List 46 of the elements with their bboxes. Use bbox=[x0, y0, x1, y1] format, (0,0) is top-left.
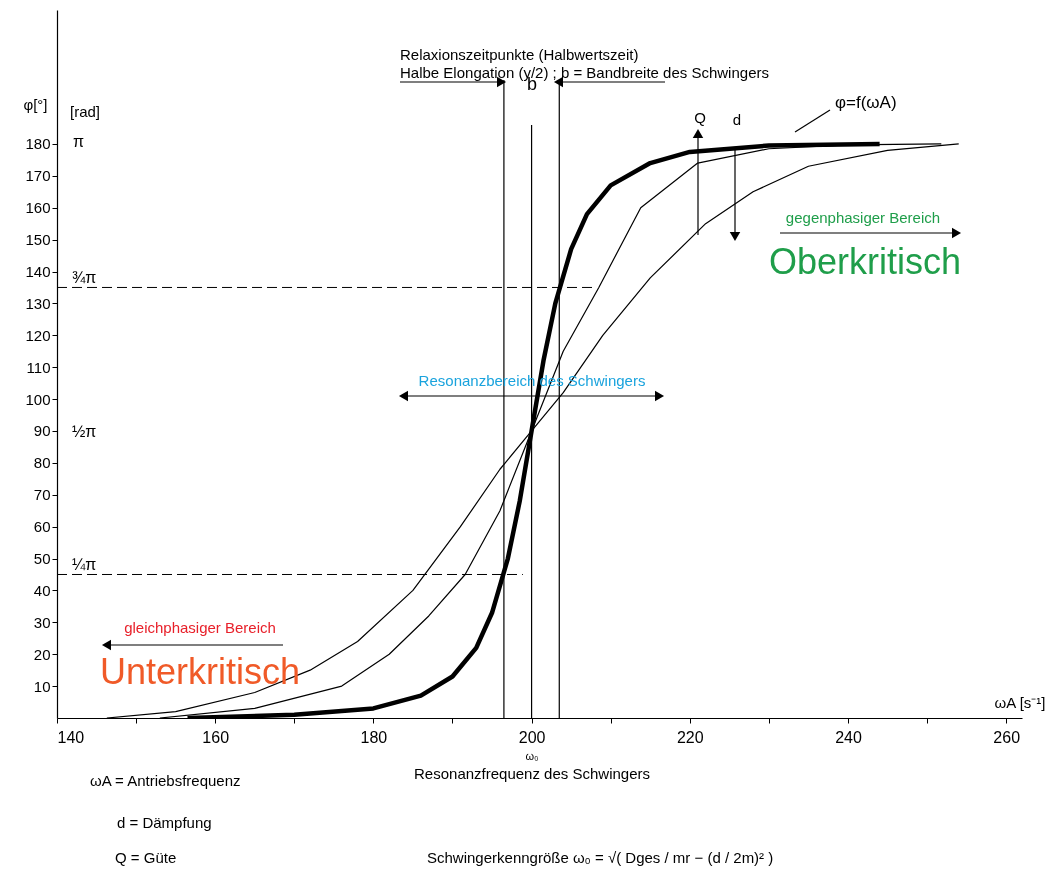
annotation: ¾π bbox=[72, 269, 97, 286]
y-tick-label: 180 bbox=[25, 135, 51, 153]
y-tick-label: 140 bbox=[25, 263, 51, 281]
y-tick-label: 30 bbox=[33, 613, 51, 631]
text: Schwingerkenngröße ω₀ = √( Dges / mr − (d / 2m)² ) bbox=[427, 849, 774, 866]
annotation: d bbox=[732, 111, 742, 128]
x-axis-title: ωA [s⁻¹] bbox=[994, 693, 1045, 711]
y-tick-label: 90 bbox=[33, 422, 51, 440]
annotation: gegenphasiger Bereich bbox=[785, 209, 941, 226]
annotation: gleichphasiger Bereich bbox=[124, 619, 276, 636]
annotation: ½π bbox=[72, 423, 97, 440]
text: d = Dämpfung bbox=[117, 814, 212, 831]
y-tick-label: 40 bbox=[33, 581, 51, 599]
series-label: φ=f(ωA) bbox=[835, 93, 897, 112]
x-tick-label: 140 bbox=[57, 728, 85, 746]
y-axis-title: φ[°] bbox=[23, 95, 48, 113]
y-tick-label: 60 bbox=[33, 518, 51, 536]
annotation: π bbox=[73, 133, 85, 150]
x-tick-label: 180 bbox=[360, 728, 388, 746]
y-tick-label: 50 bbox=[33, 550, 51, 568]
y-tick-label: 80 bbox=[33, 454, 51, 472]
text: Resonanzfrequenz des Schwingers bbox=[414, 765, 650, 782]
y-tick-label: 150 bbox=[25, 231, 51, 249]
y-tick-label: 70 bbox=[33, 486, 51, 504]
text: Q = Güte bbox=[115, 849, 177, 866]
x-tick-label: 260 bbox=[993, 728, 1021, 746]
y-tick-label: 160 bbox=[25, 199, 51, 217]
y-tick-label: 10 bbox=[33, 677, 51, 695]
x-tick-label: 220 bbox=[676, 728, 704, 746]
y-tick-label: 130 bbox=[25, 294, 51, 312]
text: ω₀ bbox=[525, 750, 539, 762]
annotation: Unterkritisch bbox=[99, 651, 301, 692]
y-tick-label: 120 bbox=[25, 326, 51, 344]
text: Relaxionszeitpunkte (Halbwertszeit) bbox=[400, 46, 639, 63]
y-tick-label: 20 bbox=[33, 645, 51, 663]
x-tick-label: 160 bbox=[202, 728, 230, 746]
y-tick-label: 170 bbox=[25, 167, 51, 185]
annotation: Q bbox=[694, 109, 706, 126]
annotation: [rad] bbox=[69, 103, 101, 120]
y-tick-label: 100 bbox=[25, 390, 51, 408]
y-tick-label: 110 bbox=[26, 358, 51, 376]
annotation: Oberkritisch bbox=[768, 241, 962, 282]
x-tick-label: 240 bbox=[835, 728, 862, 746]
text: ωA = Antriebsfrequenz bbox=[90, 772, 241, 789]
annotation: ¼π bbox=[72, 556, 97, 573]
x-tick-label: 200 bbox=[518, 728, 546, 746]
